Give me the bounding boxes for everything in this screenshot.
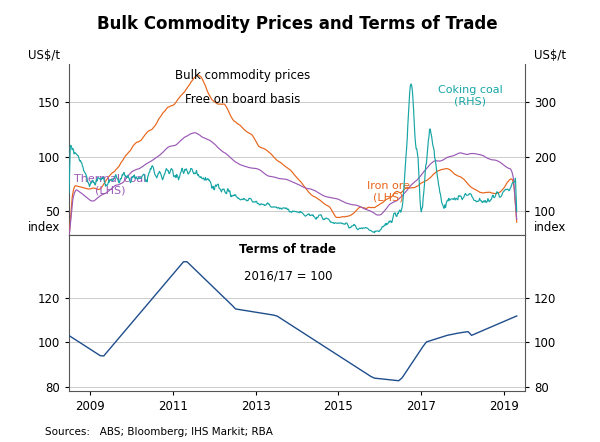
Text: Free on board basis: Free on board basis [185,93,300,106]
Text: Iron ore
(LHS): Iron ore (LHS) [367,181,410,202]
Text: Thermal coal
(LHS): Thermal coal (LHS) [74,174,146,195]
Text: Coking coal
(RHS): Coking coal (RHS) [438,85,503,106]
Text: 2016/17 = 100: 2016/17 = 100 [244,270,332,283]
Text: US$/t: US$/t [28,50,60,62]
Text: Bulk Commodity Prices and Terms of Trade: Bulk Commodity Prices and Terms of Trade [97,15,497,34]
Text: Bulk commodity prices: Bulk commodity prices [175,69,310,82]
Text: index: index [533,221,566,234]
Text: Sources:   ABS; Bloomberg; IHS Markit; RBA: Sources: ABS; Bloomberg; IHS Markit; RBA [45,427,273,437]
Text: index: index [28,221,61,234]
Text: US$/t: US$/t [534,50,566,62]
Text: Terms of trade: Terms of trade [239,243,337,256]
